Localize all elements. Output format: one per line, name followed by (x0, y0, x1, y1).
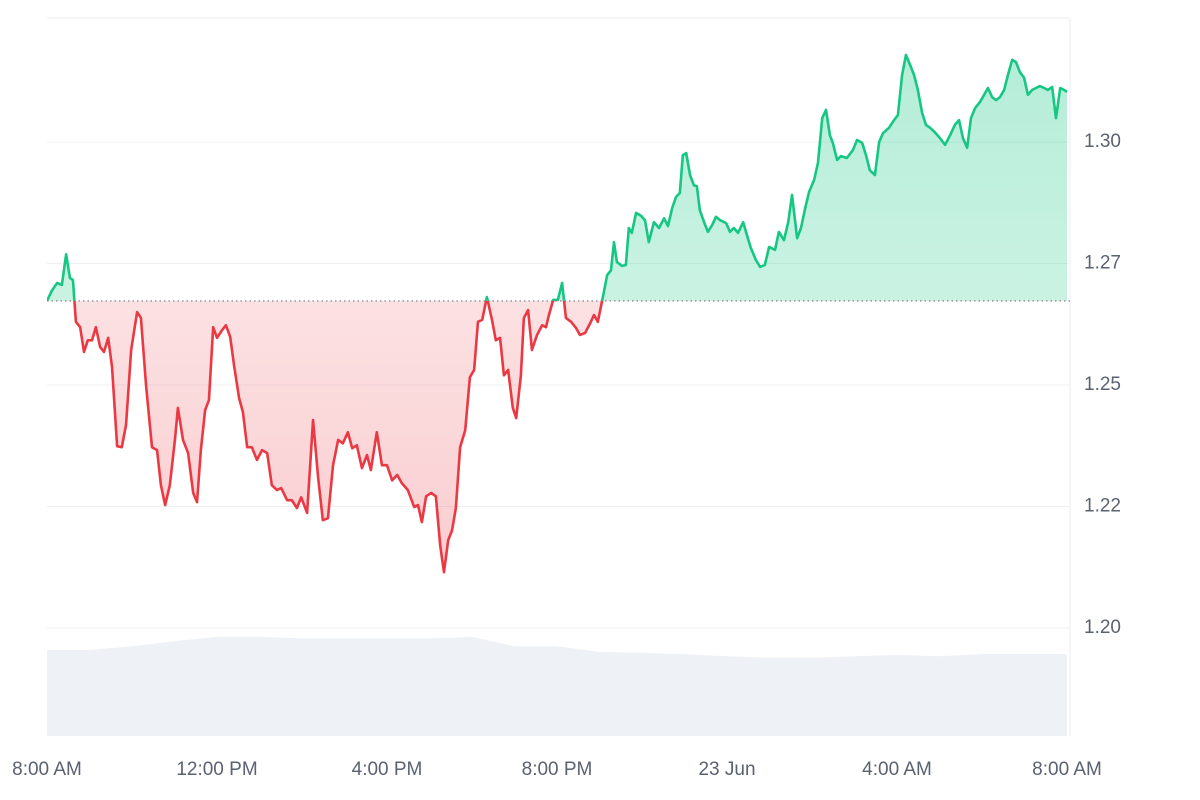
x-tick-label: 4:00 PM (352, 759, 423, 780)
price-line-up (47, 53, 1068, 301)
y-tick-label: 1.30 (1084, 131, 1121, 152)
y-tick-label: 1.25 (1084, 374, 1121, 395)
y-tick-label: 1.27 (1084, 253, 1121, 274)
x-tick-label: 23 Jun (698, 759, 755, 780)
x-tick-label: 12:00 PM (176, 759, 257, 780)
x-tick-label: 8:00 AM (12, 759, 82, 780)
price-line-down (47, 300, 604, 574)
volume-area (47, 636, 1068, 736)
y-tick-label: 1.22 (1084, 496, 1121, 517)
x-tick-label: 8:00 PM (522, 759, 593, 780)
area-up (47, 54, 1068, 301)
x-tick-label: 4:00 AM (862, 759, 932, 780)
area-down (74, 300, 603, 573)
y-tick-label: 1.20 (1084, 617, 1121, 638)
x-tick-label: 8:00 AM (1032, 759, 1102, 780)
